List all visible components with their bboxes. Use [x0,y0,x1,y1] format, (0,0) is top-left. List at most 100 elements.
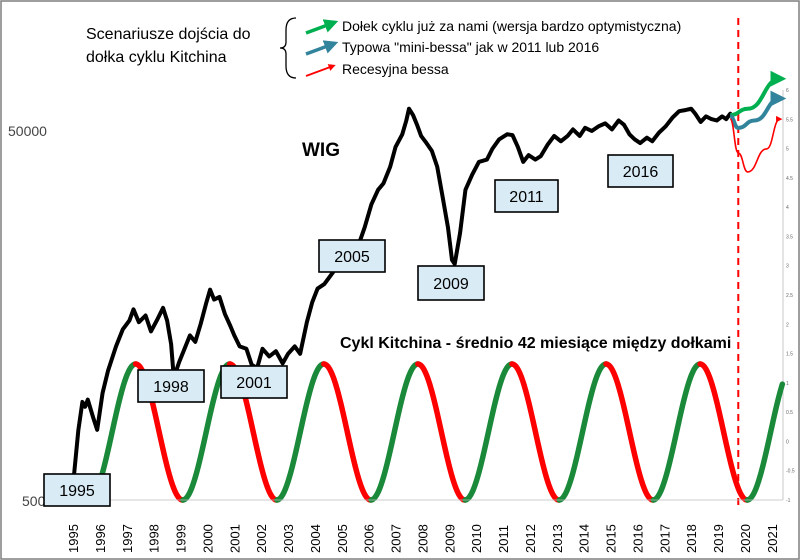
cycle-falling-segment [697,361,751,503]
callout-2001: 2001 [220,365,288,399]
callout-label: 1995 [59,483,95,500]
wig-line [71,106,733,488]
x-tick-label: 2010 [469,524,484,553]
x-tick-label: 2020 [738,524,753,553]
cycle-rising-segment [462,361,515,503]
legend-swatch-arrow [305,40,339,56]
callout-1998: 1998 [137,369,205,403]
callout-2016: 2016 [607,154,674,188]
x-tick-label: 1995 [66,524,81,553]
right-axis-tick-label: 5 [786,147,789,153]
wig-series [71,106,733,488]
right-axis-tick-label: 3 [786,264,789,270]
right-axis-tick-label: 1.5 [786,352,793,358]
x-tick-label: 2000 [200,524,215,553]
callout-box [494,179,559,213]
scenarios-title-line1: Scenariusze dojścia do [86,26,251,43]
scenarios-title-line2: dołka cyklu Kitchina [86,49,227,66]
scenario-arrows [729,70,787,173]
x-tick-label: 2017 [657,524,672,553]
scenario-arrow-mini-bear [729,90,787,130]
right-axis-tick-label: 1 [786,381,789,387]
x-tick-label: 1999 [174,524,189,553]
x-tick-label: 2014 [577,524,592,553]
callout-label: 2009 [433,276,469,293]
callout-label: 2001 [236,375,272,392]
right-axis-tick-label: 4 [786,205,789,211]
callout-2011: 2011 [494,179,559,213]
legend-brace [279,17,297,79]
x-tick-label: 2013 [550,524,565,553]
right-axis-tick-label: -1 [786,498,791,504]
y-tick-label-50000: 50000 [8,123,47,139]
right-axis-tick-label: 2.5 [786,293,793,299]
x-tick-label: 2003 [281,524,296,553]
legend-label-mini-bear: Typowa "mini-bessa" jak w 2011 lub 2016 [342,39,599,55]
callout-2009: 2009 [417,265,485,301]
callout-label: 2005 [334,249,370,266]
callout-1995: 1995 [43,473,111,507]
scenario-arrow-recession [729,115,783,173]
x-tick-label: 2019 [711,524,726,553]
right-axis-tick-label: 4.5 [786,176,793,182]
x-tick-label: 1997 [120,524,135,553]
cycle-falling-segment [415,361,468,503]
x-tick-label: 1996 [93,524,108,553]
x-axis-ticks: 1995 1996 1997 1998 1999 2000 2001 2002 2003 2004… [60,499,783,553]
callout-box [137,369,205,403]
x-tick-label: 2005 [335,524,350,553]
kitchin-cycle-label: Cykl Kitchina - średnio 42 miesiące międ… [340,335,731,352]
x-tick-label: 2015 [604,524,619,553]
right-axis: -1 -0.5 0 0.5 1 1.5 2 2.5 3 3.5 4 4.5 5 5.5 6 [782,88,795,504]
callout-2005: 2005 [318,239,386,273]
x-tick-label: 2008 [415,524,430,553]
right-axis-tick-label: -0.5 [786,469,795,475]
y-tick-label-500: 500 [22,493,46,509]
legend: Dołek cyklu już za nami (wersja bardzo o… [305,18,681,77]
callout-box [43,473,111,507]
cycle-falling-segment [603,361,657,503]
right-axis-tick-label: 5.5 [786,117,793,123]
x-tick-label: 2006 [362,524,377,553]
right-axis-tick-label: 3.5 [786,234,793,240]
callout-label: 2016 [623,164,659,181]
cycle-falling-segment [509,361,563,503]
x-tick-label: 2007 [389,524,404,553]
right-axis-tick-label: 0.5 [786,410,793,416]
right-axis-tick-label: 6 [786,88,789,94]
x-tick-label: 2021 [765,524,780,553]
x-tick-label: 2009 [442,524,457,553]
right-axis-tick-label: 0 [786,439,789,445]
right-axis-tick-label: 2 [786,322,789,328]
year-callouts: 1995 1998 2001 2005 2009 2011 2016 [43,154,674,507]
legend-swatch-arrow [305,19,339,35]
x-tick-label: 2016 [630,524,645,553]
cycle-rising-segment [650,361,703,503]
legend-label-recession: Recesyjna bessa [342,61,449,77]
cycle-rising-segment [274,361,327,503]
callout-label: 1998 [153,379,189,396]
x-tick-label: 2002 [254,524,269,553]
cycle-rising-segment [744,381,786,503]
cycle-rising-segment [556,361,609,503]
legend-swatch-arrow [305,64,336,77]
cycle-falling-segment [321,361,374,503]
x-tick-label: 2011 [496,525,511,553]
x-tick-label: 1998 [147,524,162,553]
callout-box [220,365,288,399]
legend-label-optimistic: Dołek cyklu już za nami (wersja bardzo o… [342,18,681,34]
x-tick-label: 2012 [523,524,538,553]
x-tick-label: 2001 [227,524,242,553]
callout-box [417,265,485,301]
x-tick-label: 2018 [684,524,699,553]
callout-box [607,154,674,188]
x-tick-label: 2004 [308,524,323,553]
scenario-arrow-optimistic [730,70,787,118]
wig-series-label: WIG [302,140,340,161]
cycle-rising-segment [368,361,421,503]
callout-box [318,239,386,273]
callout-label: 2011 [509,189,544,206]
